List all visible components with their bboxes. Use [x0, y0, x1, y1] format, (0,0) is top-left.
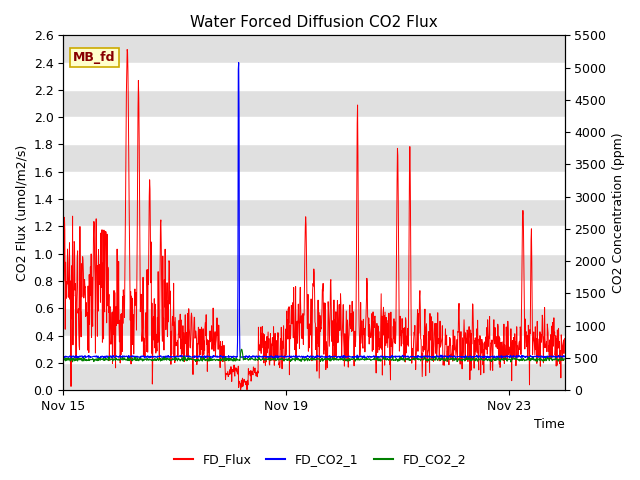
X-axis label: Time: Time: [534, 419, 564, 432]
Bar: [63, 144, 564, 172]
Bar: [63, 36, 564, 62]
Legend: FD_Flux, FD_CO2_1, FD_CO2_2: FD_Flux, FD_CO2_1, FD_CO2_2: [169, 448, 471, 471]
Y-axis label: CO2 Flux (umol/m2/s): CO2 Flux (umol/m2/s): [15, 144, 28, 281]
Bar: [63, 253, 564, 281]
Bar: [63, 363, 564, 390]
Y-axis label: CO2 Concentration (ppm): CO2 Concentration (ppm): [612, 132, 625, 293]
Title: Water Forced Diffusion CO2 Flux: Water Forced Diffusion CO2 Flux: [190, 15, 438, 30]
Bar: [63, 308, 564, 336]
Text: MB_fd: MB_fd: [74, 51, 116, 64]
Bar: [63, 90, 564, 117]
Bar: [63, 199, 564, 227]
